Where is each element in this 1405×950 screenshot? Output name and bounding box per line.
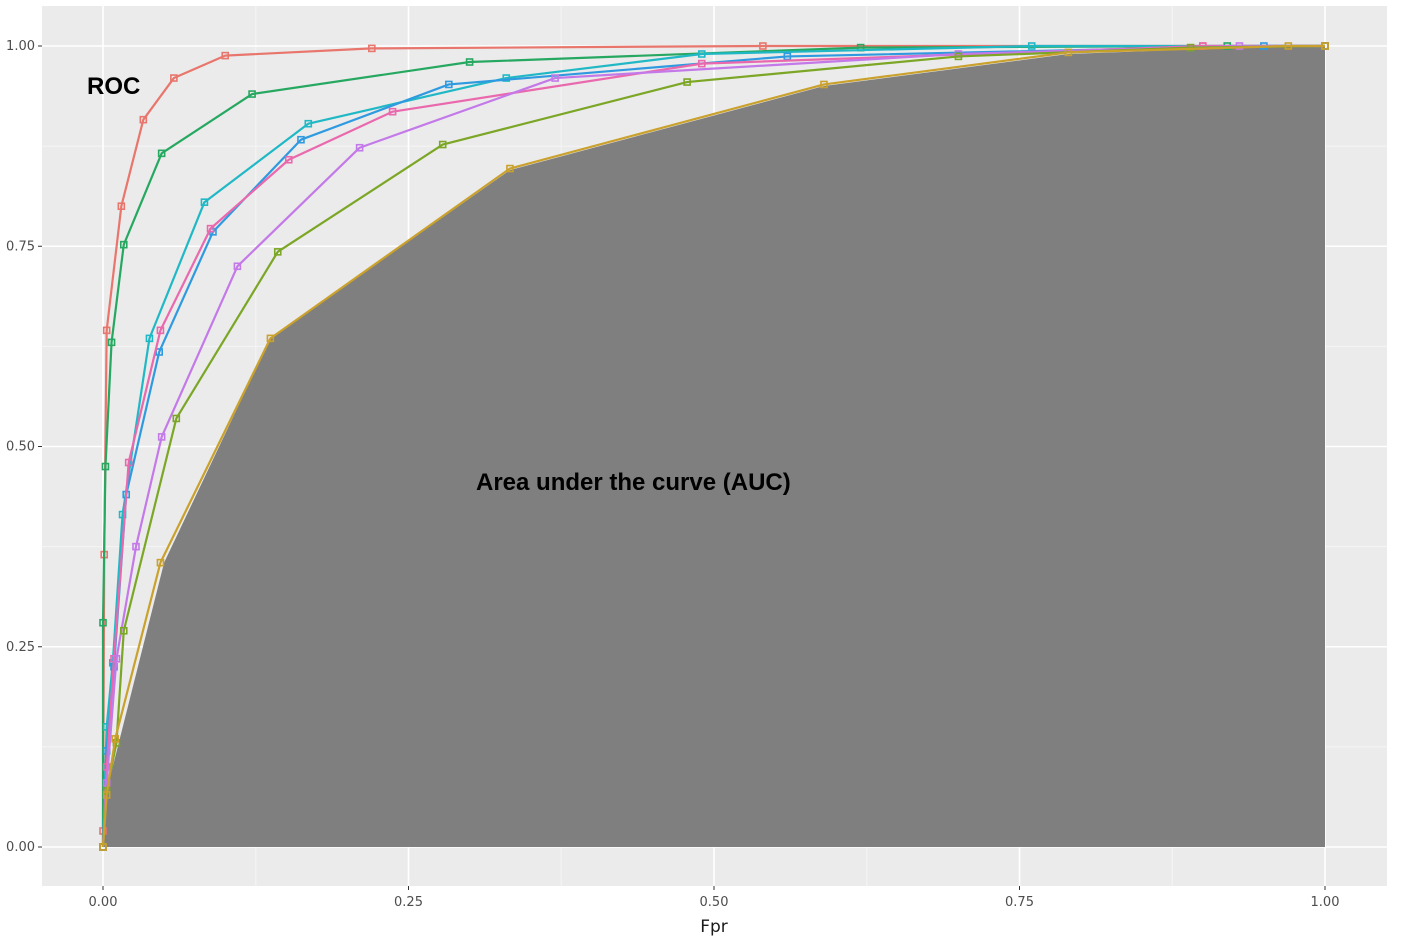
roc-point	[297, 135, 305, 144]
roc-point	[683, 78, 691, 86]
roc-point	[112, 654, 121, 663]
y-tick-label: 0.50	[6, 440, 35, 455]
roc-point	[102, 791, 111, 799]
roc-point	[102, 326, 111, 335]
roc-point	[506, 164, 514, 173]
roc-point	[99, 618, 107, 627]
roc-point	[284, 155, 293, 164]
x-tick-label: 1.00	[1311, 895, 1340, 910]
roc-point	[551, 74, 559, 82]
roc-point	[355, 143, 364, 152]
roc-point	[759, 42, 767, 50]
roc-annotation: ROC	[87, 73, 140, 100]
roc-point	[124, 458, 133, 467]
x-tick-label: 0.75	[1005, 895, 1034, 910]
roc-point	[697, 50, 706, 58]
roc-point	[221, 51, 229, 60]
roc-point	[107, 338, 116, 347]
roc-point	[954, 52, 963, 61]
auc-area	[103, 46, 1325, 847]
roc-point	[783, 52, 792, 61]
roc-point	[99, 843, 107, 851]
roc-point	[368, 44, 376, 53]
roc-point	[445, 80, 453, 89]
roc-point	[304, 119, 313, 128]
roc-point	[206, 224, 215, 233]
x-tick-label: 0.00	[89, 895, 118, 910]
y-tick-label: 0.25	[6, 640, 35, 655]
roc-curves	[99, 42, 1329, 851]
roc-point	[157, 433, 166, 441]
roc-point	[1321, 42, 1329, 50]
roc-point	[101, 462, 110, 471]
roc-point	[132, 542, 140, 551]
roc-point	[697, 59, 706, 68]
roc-point	[172, 414, 181, 423]
roc-point	[111, 735, 120, 743]
roc-point	[388, 107, 397, 116]
roc-curve-line	[101, 44, 1325, 848]
x-tick-label: 0.25	[394, 895, 423, 910]
roc-point	[170, 74, 178, 82]
x-axis-ticks: 0.00 0.25 0.50 0.75 1.00	[89, 886, 1340, 910]
roc-point	[145, 334, 154, 343]
roc-point	[248, 90, 256, 98]
roc-point	[502, 74, 511, 82]
roc-point	[1284, 42, 1293, 50]
y-axis-ticks: 0.00 0.25 0.50 0.75 1.00	[6, 39, 42, 855]
auc-annotation: Area under the curve (AUC)	[476, 469, 791, 496]
y-tick-label: 1.00	[6, 39, 35, 54]
roc-point	[112, 739, 121, 747]
y-tick-label: 0.75	[6, 239, 35, 254]
roc-point	[820, 80, 828, 89]
roc-curve-line	[101, 44, 1325, 848]
roc-curve-line	[101, 44, 1325, 848]
roc-point	[119, 626, 128, 635]
roc-point	[139, 115, 148, 124]
roc-point	[438, 140, 447, 149]
roc-point	[1186, 43, 1195, 52]
x-axis-title: Fpr	[700, 917, 728, 937]
roc-point	[1027, 42, 1036, 50]
y-tick-label: 0.00	[6, 840, 35, 855]
roc-point	[117, 202, 126, 210]
roc-point	[119, 240, 128, 249]
roc-point	[266, 334, 275, 343]
roc-curve-line	[101, 44, 1325, 848]
roc-point	[465, 58, 474, 66]
roc-point	[156, 326, 165, 335]
roc-curve-8	[99, 42, 1329, 851]
roc-point	[1064, 48, 1073, 57]
roc-point	[156, 558, 165, 567]
roc-point	[157, 149, 166, 158]
x-tick-label: 0.50	[700, 895, 729, 910]
roc-point	[273, 248, 282, 256]
roc-point	[233, 262, 242, 271]
roc-point	[200, 198, 209, 206]
